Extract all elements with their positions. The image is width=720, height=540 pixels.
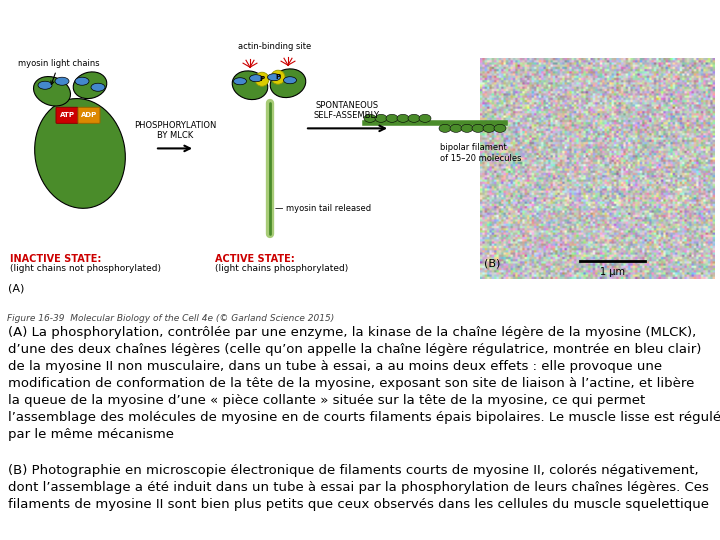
Text: ATP: ATP bbox=[60, 112, 74, 118]
Ellipse shape bbox=[375, 114, 387, 123]
Ellipse shape bbox=[270, 69, 306, 98]
FancyBboxPatch shape bbox=[56, 107, 78, 123]
Text: (B) Photographie en microscopie électronique de filaments courts de myosine II, : (B) Photographie en microscopie électron… bbox=[7, 464, 708, 511]
Text: INACTIVE STATE:: INACTIVE STATE: bbox=[10, 254, 102, 264]
Text: — myosin tail released: — myosin tail released bbox=[275, 204, 371, 213]
Ellipse shape bbox=[419, 114, 431, 123]
Ellipse shape bbox=[91, 83, 105, 91]
Text: Phosphorylation de la chaîne légère et régulation de l'assemblage de la myosine : Phosphorylation de la chaîne légère et r… bbox=[6, 6, 720, 23]
Text: ADP: ADP bbox=[81, 112, 97, 118]
Ellipse shape bbox=[364, 114, 376, 123]
Text: Figure 16-39  Molecular Biology of the Cell 4e (© Garland Science 2015): Figure 16-39 Molecular Biology of the Ce… bbox=[7, 314, 334, 323]
Text: (A): (A) bbox=[8, 284, 24, 294]
Ellipse shape bbox=[439, 124, 451, 132]
Ellipse shape bbox=[233, 78, 246, 85]
Ellipse shape bbox=[494, 124, 506, 132]
Ellipse shape bbox=[386, 114, 398, 123]
Text: (A) La phosphorylation, contrôlée par une enzyme, la kinase de la chaîne légère : (A) La phosphorylation, contrôlée par un… bbox=[7, 326, 720, 441]
Text: ACTIVE STATE:: ACTIVE STATE: bbox=[215, 254, 294, 264]
Text: P: P bbox=[276, 74, 281, 80]
Text: (light chains not phosphorylated): (light chains not phosphorylated) bbox=[10, 264, 161, 273]
Text: 1 µm: 1 µm bbox=[600, 267, 625, 277]
Ellipse shape bbox=[268, 74, 281, 80]
FancyBboxPatch shape bbox=[78, 107, 100, 123]
Ellipse shape bbox=[75, 77, 89, 85]
Ellipse shape bbox=[73, 72, 107, 99]
Circle shape bbox=[271, 70, 285, 84]
Ellipse shape bbox=[38, 81, 52, 89]
Text: (B): (B) bbox=[484, 259, 500, 269]
Ellipse shape bbox=[461, 124, 473, 132]
Ellipse shape bbox=[472, 124, 484, 132]
Text: SPONTANEOUS
SELF-ASSEMBLY: SPONTANEOUS SELF-ASSEMBLY bbox=[314, 101, 380, 120]
Text: myosin light chains: myosin light chains bbox=[18, 59, 99, 84]
Ellipse shape bbox=[35, 99, 125, 208]
Ellipse shape bbox=[397, 114, 409, 123]
Ellipse shape bbox=[55, 77, 69, 85]
Text: PHOSPHORYLATION
BY MLCK: PHOSPHORYLATION BY MLCK bbox=[134, 121, 216, 140]
Ellipse shape bbox=[483, 124, 495, 132]
Ellipse shape bbox=[250, 75, 263, 82]
Ellipse shape bbox=[284, 77, 297, 84]
Ellipse shape bbox=[34, 77, 71, 106]
Ellipse shape bbox=[233, 71, 268, 99]
Text: P: P bbox=[259, 76, 264, 82]
Ellipse shape bbox=[408, 114, 420, 123]
Text: (light chains phosphorylated): (light chains phosphorylated) bbox=[215, 264, 348, 273]
Circle shape bbox=[255, 72, 269, 86]
Text: actin-binding site: actin-binding site bbox=[238, 42, 312, 51]
Text: bipolar filament
of 15–20 molecules: bipolar filament of 15–20 molecules bbox=[440, 144, 521, 163]
Ellipse shape bbox=[450, 124, 462, 132]
